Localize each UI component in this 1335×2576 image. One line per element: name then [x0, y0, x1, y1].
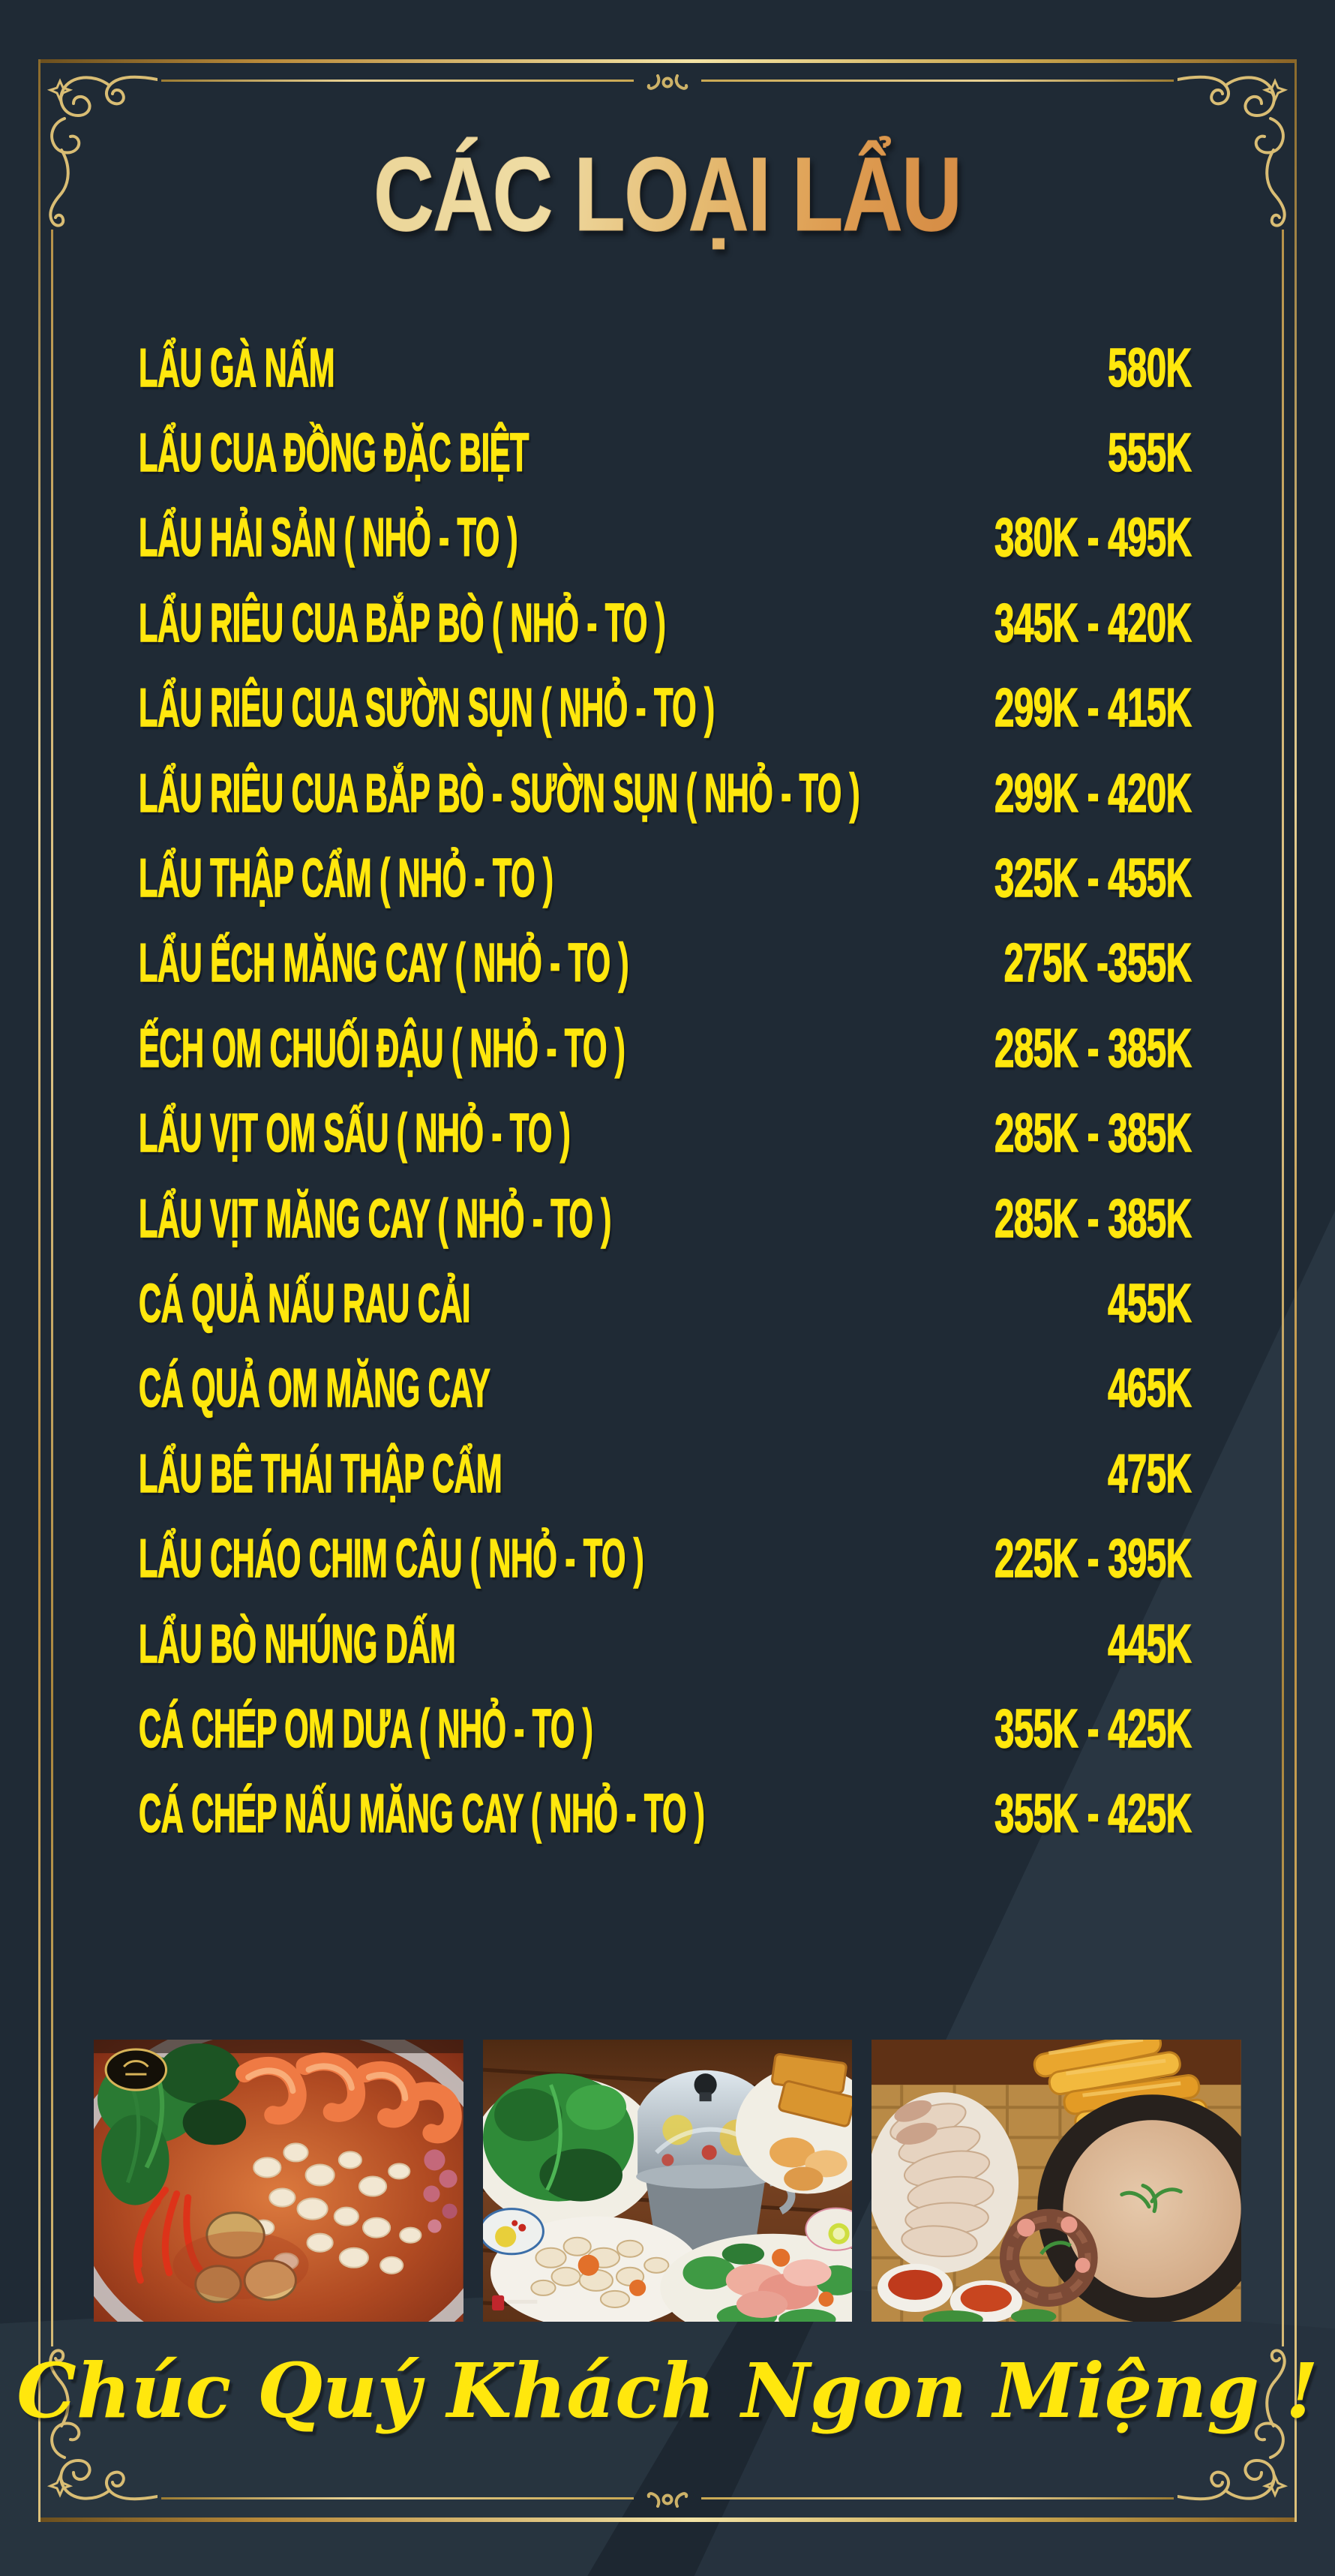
- menu-item-name: CÁ CHÉP NẤU MĂNG CAY ( NHỎ - TO ): [139, 1784, 706, 1845]
- menu-item-row: CÁ QUẢ OM MĂNG CAY 465K: [139, 1347, 1192, 1431]
- menu-item-price: 325K - 455K: [994, 848, 1192, 909]
- frame-inner-right-line: [1282, 230, 1284, 2346]
- menu-item-price: 299K - 415K: [994, 678, 1192, 740]
- menu-item-price: 465K: [1108, 1359, 1192, 1420]
- menu-item-name: LẨU VỊT OM SẤU ( NHỎ - TO ): [139, 1103, 572, 1164]
- menu-item-row: CÁ QUẢ NẤU RAU CẢI 455K: [139, 1261, 1192, 1346]
- frame-outer-left-line: [38, 59, 40, 2522]
- frame-inner-top-line-right: [701, 80, 1174, 82]
- corner-flourish-icon: [46, 75, 158, 227]
- corner-flourish-icon: [1178, 2349, 1288, 2501]
- menu-item-name: LẨU RIÊU CUA BẮP BÒ - SƯỜN SỤN ( NHỎ - T…: [139, 763, 860, 824]
- menu-item-price: 299K - 420K: [994, 763, 1192, 824]
- menu-item-price: 355K - 425K: [994, 1698, 1192, 1760]
- menu-item-price: 455K: [1108, 1273, 1192, 1335]
- photo-hotpot-set: [482, 2040, 853, 2322]
- menu-item-name: LẨU BÒ NHÚNG DẤM: [139, 1614, 457, 1675]
- menu-item-row: LẨU GÀ NẤM 580K: [139, 326, 1192, 410]
- menu-item-name: LẨU CHÁO CHIM CÂU ( NHỎ - TO ): [139, 1528, 645, 1590]
- menu-item-row: CÁ CHÉP NẤU MĂNG CAY ( NHỎ - TO ) 355K - …: [139, 1772, 1192, 1857]
- menu-item-name: CÁ CHÉP OM DƯA ( NHỎ - TO ): [139, 1698, 594, 1760]
- frame-inner-top-line-left: [161, 80, 634, 82]
- corner-flourish-icon: [1178, 75, 1288, 227]
- photo-strip: [94, 2040, 1242, 2322]
- menu-item-row: LẨU HẢI SẢN ( NHỎ - TO ) 380K - 495K: [139, 496, 1192, 581]
- menu-item-row: LẨU RIÊU CUA SƯỜN SỤN ( NHỎ - TO ) 299K -…: [139, 666, 1192, 751]
- menu-list: LẨU GÀ NẤM 580K LẨU CUA ĐỒNG ĐẶC BIỆT 555K L…: [139, 326, 1192, 1857]
- menu-item-name: LẨU THẬP CẨM ( NHỎ - TO ): [139, 848, 554, 909]
- menu-item-name: LẨU BÊ THÁI THẬP CẨM: [139, 1443, 503, 1505]
- menu-item-row: LẨU BÊ THÁI THẬP CẨM 475K: [139, 1431, 1192, 1516]
- frame-outer-bottom-line: [38, 2517, 1297, 2522]
- menu-item-row: ẾCH OM CHUỐI ĐẬU ( NHỎ - TO ) 285K - 385K: [139, 1006, 1192, 1091]
- frame-center-divider-icon: [646, 74, 688, 90]
- menu-item-price: 345K - 420K: [994, 593, 1192, 654]
- menu-item-row: CÁ CHÉP OM DƯA ( NHỎ - TO ) 355K - 425K: [139, 1686, 1192, 1771]
- menu-item-name: LẨU VỊT MĂNG CAY ( NHỎ - TO ): [139, 1188, 612, 1250]
- frame-outer-right-line: [1294, 59, 1297, 2522]
- menu-item-row: LẨU CUA ĐỒNG ĐẶC BIỆT 555K: [139, 410, 1192, 495]
- frame-center-divider-icon: [646, 2492, 688, 2508]
- corner-flourish-icon: [46, 2349, 158, 2501]
- menu-item-name: LẨU HẢI SẢN ( NHỎ - TO ): [139, 508, 518, 569]
- frame-inner-left-line: [51, 230, 53, 2346]
- menu-item-row: LẨU VỊT OM SẤU ( NHỎ - TO ) 285K - 385K: [139, 1091, 1192, 1176]
- page-title: CÁC LOẠI LẨU: [0, 126, 1335, 263]
- menu-item-name: LẨU GÀ NẤM: [139, 338, 335, 399]
- menu-item-price: 285K - 385K: [994, 1018, 1192, 1079]
- menu-item-row: LẨU BÒ NHÚNG DẤM 445K: [139, 1602, 1192, 1686]
- menu-item-name: CÁ QUẢ NẤU RAU CẢI: [139, 1273, 471, 1335]
- menu-item-price: 225K - 395K: [994, 1528, 1192, 1590]
- menu-item-name: ẾCH OM CHUỐI ĐẬU ( NHỎ - TO ): [139, 1018, 626, 1079]
- frame-inner-bottom-line-left: [161, 2497, 634, 2499]
- menu-item-row: LẨU RIÊU CUA BẮP BÒ ( NHỎ - TO ) 345K - 4…: [139, 581, 1192, 665]
- menu-item-price: 475K: [1108, 1443, 1192, 1505]
- menu-item-name: LẨU RIÊU CUA BẮP BÒ ( NHỎ - TO ): [139, 593, 667, 654]
- menu-item-name: LẨU ẾCH MĂNG CAY ( NHỎ - TO ): [139, 933, 629, 995]
- menu-item-row: LẨU RIÊU CUA BẮP BÒ - SƯỜN SỤN ( NHỎ - T…: [139, 751, 1192, 836]
- frame-outer-top-line: [38, 59, 1297, 63]
- menu-item-name: LẨU CUA ĐỒNG ĐẶC BIỆT: [139, 422, 530, 484]
- menu-item-name: CÁ QUẢ OM MĂNG CAY: [139, 1359, 491, 1420]
- menu-item-name: LẨU RIÊU CUA SƯỜN SỤN ( NHỎ - TO ): [139, 678, 716, 740]
- menu-item-price: 580K: [1108, 338, 1192, 399]
- menu-item-price: 380K - 495K: [994, 508, 1192, 569]
- menu-item-price: 445K: [1108, 1614, 1192, 1675]
- menu-item-price: 355K - 425K: [994, 1784, 1192, 1845]
- menu-item-row: LẨU ẾCH MĂNG CAY ( NHỎ - TO ) 275K -355K: [139, 921, 1192, 1006]
- menu-item-price: 555K: [1108, 422, 1192, 484]
- menu-item-price: 275K -355K: [1004, 933, 1192, 995]
- footer-wish-text: Chúc Quý Khách Ngon Miệng !: [16, 2346, 1318, 2435]
- photo-seafood-hotpot: [94, 2040, 464, 2322]
- menu-item-row: LẨU CHÁO CHIM CÂU ( NHỎ - TO ) 225K - 395…: [139, 1516, 1192, 1601]
- menu-item-price: 285K - 385K: [994, 1103, 1192, 1164]
- menu-item-price: 285K - 385K: [994, 1188, 1192, 1250]
- menu-item-row: LẨU VỊT MĂNG CAY ( NHỎ - TO ) 285K - 385K: [139, 1176, 1192, 1261]
- menu-item-row: LẨU THẬP CẨM ( NHỎ - TO ) 325K - 455K: [139, 836, 1192, 920]
- photo-feast-platter: [872, 2040, 1242, 2322]
- frame-inner-bottom-line-right: [701, 2497, 1174, 2499]
